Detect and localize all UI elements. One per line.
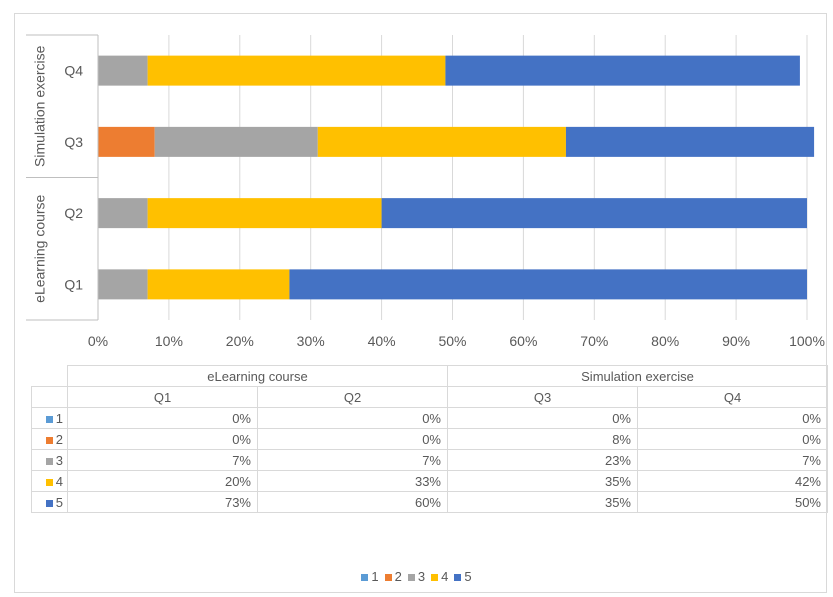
y-tick-label: Q4 (64, 63, 83, 79)
table-category-header: Q3 (447, 386, 638, 408)
table-cell: 33% (257, 470, 448, 492)
table-cell: 0% (447, 407, 638, 429)
x-tick-label: 40% (368, 333, 396, 349)
table-cell: 0% (257, 407, 448, 429)
table-cell: 23% (447, 449, 638, 471)
x-tick-label: 100% (789, 333, 825, 349)
table-group-header: Simulation exercise (447, 365, 828, 387)
table-cell: 42% (637, 470, 828, 492)
table-category-header: Q1 (67, 386, 258, 408)
y-tick-label: Q2 (64, 205, 83, 221)
bar-Q2-series-3 (98, 198, 148, 229)
legend-entry: 5 (454, 569, 472, 584)
series-name: 1 (55, 410, 63, 426)
legend-entry: 2 (384, 569, 402, 584)
legend-swatch-icon (45, 415, 53, 423)
legend-label: 1 (371, 569, 379, 584)
legend-swatch-icon (407, 574, 415, 582)
x-tick-label: 20% (226, 333, 254, 349)
table-row: 1 0% 0% 0% 0% (31, 407, 828, 429)
legend-swatch-icon (384, 574, 392, 582)
bar-Q1-series-5 (289, 269, 807, 300)
bar-Q3-series-2 (98, 126, 155, 157)
bar-Q4-series-4 (147, 55, 446, 86)
series-name: 4 (55, 473, 63, 489)
legend-entry: 3 (407, 569, 426, 584)
bar-Q2-series-5 (381, 198, 807, 229)
legend-entry: 1 (361, 569, 379, 584)
bar-Q3-series-3 (154, 126, 318, 157)
table-cell: 7% (257, 449, 448, 471)
table-cell: 35% (447, 491, 638, 513)
bar-Q2-series-4 (147, 198, 382, 229)
legend-swatch-icon (361, 574, 369, 582)
group-label: Simulation exercise (32, 45, 48, 167)
table-group-header-row: eLearning course Simulation exercise (31, 365, 828, 387)
series-name: 5 (55, 494, 63, 510)
table-corner-cell (31, 365, 68, 387)
table-cell: 0% (67, 407, 258, 429)
table-cell: 0% (637, 428, 828, 450)
legend-swatch-icon (45, 478, 53, 486)
chart-plot-area: 0% 10% 20% 30% 40% 50% 60% 70% 80% 90% 100% Q1 Q2 Q3 Q… (26, 34, 825, 349)
table-group-header: eLearning course (67, 365, 448, 387)
x-tick-label: 60% (509, 333, 537, 349)
bar-Q4-series-5 (445, 55, 800, 86)
table-cell: 0% (637, 407, 828, 429)
table-cell: 7% (637, 449, 828, 471)
table-series-key: 3 (31, 449, 68, 471)
x-tick-label: 10% (155, 333, 183, 349)
table-cell: 60% (257, 491, 448, 513)
table-row: 3 7% 7% 23% 7% (31, 449, 828, 471)
legend-swatch-icon (45, 457, 53, 465)
legend-label: 4 (441, 569, 449, 584)
bar-Q3-series-5 (565, 126, 815, 157)
table-cell: 7% (67, 449, 258, 471)
y-tick-label: Q3 (64, 134, 83, 150)
bar-Q1-series-4 (147, 269, 290, 300)
table-row: 4 20% 33% 35% 42% (31, 470, 828, 492)
legend-swatch-icon (45, 436, 53, 444)
x-tick-label: 30% (297, 333, 325, 349)
x-tick-label: 0% (88, 333, 108, 349)
x-tick-label: 90% (722, 333, 750, 349)
table-row: 2 0% 0% 8% 0% (31, 428, 828, 450)
x-tick-label: 70% (580, 333, 608, 349)
table-category-header: Q4 (637, 386, 828, 408)
table-cell: 8% (447, 428, 638, 450)
table-category-header: Q2 (257, 386, 448, 408)
x-tick-label: 50% (438, 333, 466, 349)
table-cell: 0% (257, 428, 448, 450)
bar-Q4-series-3 (98, 55, 148, 86)
legend-label: 2 (394, 569, 402, 584)
table-corner-cell (31, 386, 68, 408)
legend-swatch-icon (431, 574, 439, 582)
legend-swatch-icon (454, 574, 462, 582)
data-table: eLearning course Simulation exercise Q1 Q2 Q… (31, 365, 828, 513)
table-series-key: 1 (31, 407, 68, 429)
table-cell: 20% (67, 470, 258, 492)
table-row: 5 73% 60% 35% 50% (31, 491, 828, 513)
y-tick-label: Q1 (64, 276, 83, 292)
table-cell: 0% (67, 428, 258, 450)
series-name: 2 (55, 431, 63, 447)
table-cell: 50% (637, 491, 828, 513)
table-category-header-row: Q1 Q2 Q3 Q4 (31, 386, 828, 408)
table-series-key: 4 (31, 470, 68, 492)
table-cell: 35% (447, 470, 638, 492)
x-tick-label: 80% (651, 333, 679, 349)
table-cell: 73% (67, 491, 258, 513)
table-series-key: 2 (31, 428, 68, 450)
legend-label: 5 (464, 569, 472, 584)
series-name: 3 (55, 452, 63, 468)
bar-Q1-series-3 (98, 269, 148, 300)
chart-frame (14, 13, 827, 593)
group-label: eLearning course (32, 194, 48, 302)
legend-entry: 4 (431, 569, 448, 584)
bar-Q3-series-4 (317, 126, 566, 157)
legend-label: 3 (417, 569, 426, 584)
table-series-key: 5 (31, 491, 68, 513)
legend-swatch-icon (45, 499, 53, 507)
